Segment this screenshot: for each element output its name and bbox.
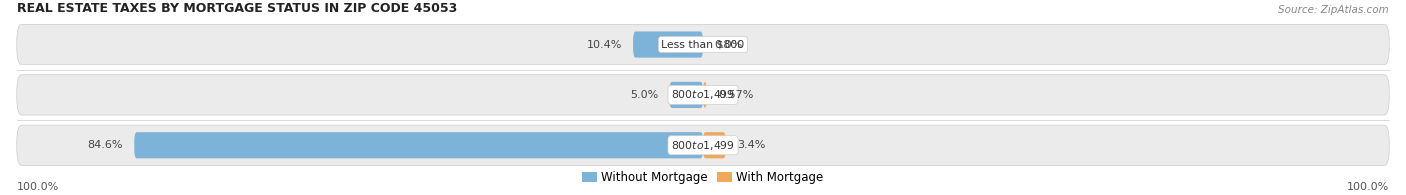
Text: Source: ZipAtlas.com: Source: ZipAtlas.com — [1278, 5, 1389, 15]
Text: $800 to $1,499: $800 to $1,499 — [671, 139, 735, 152]
Text: 0.57%: 0.57% — [718, 90, 754, 100]
Text: 5.0%: 5.0% — [630, 90, 658, 100]
Text: 100.0%: 100.0% — [17, 182, 59, 191]
FancyBboxPatch shape — [703, 132, 725, 158]
FancyBboxPatch shape — [669, 82, 703, 108]
Legend: Without Mortgage, With Mortgage: Without Mortgage, With Mortgage — [578, 167, 828, 189]
Text: 0.0%: 0.0% — [714, 40, 742, 50]
FancyBboxPatch shape — [17, 24, 1389, 65]
Text: 100.0%: 100.0% — [1347, 182, 1389, 191]
Text: $800 to $1,499: $800 to $1,499 — [671, 88, 735, 101]
Text: 84.6%: 84.6% — [87, 140, 124, 150]
FancyBboxPatch shape — [703, 82, 707, 108]
FancyBboxPatch shape — [17, 75, 1389, 115]
FancyBboxPatch shape — [135, 132, 703, 158]
FancyBboxPatch shape — [17, 125, 1389, 165]
Text: REAL ESTATE TAXES BY MORTGAGE STATUS IN ZIP CODE 45053: REAL ESTATE TAXES BY MORTGAGE STATUS IN … — [17, 2, 457, 15]
Text: 10.4%: 10.4% — [586, 40, 621, 50]
Text: Less than $800: Less than $800 — [661, 40, 745, 50]
Text: 3.4%: 3.4% — [737, 140, 765, 150]
FancyBboxPatch shape — [633, 31, 703, 58]
